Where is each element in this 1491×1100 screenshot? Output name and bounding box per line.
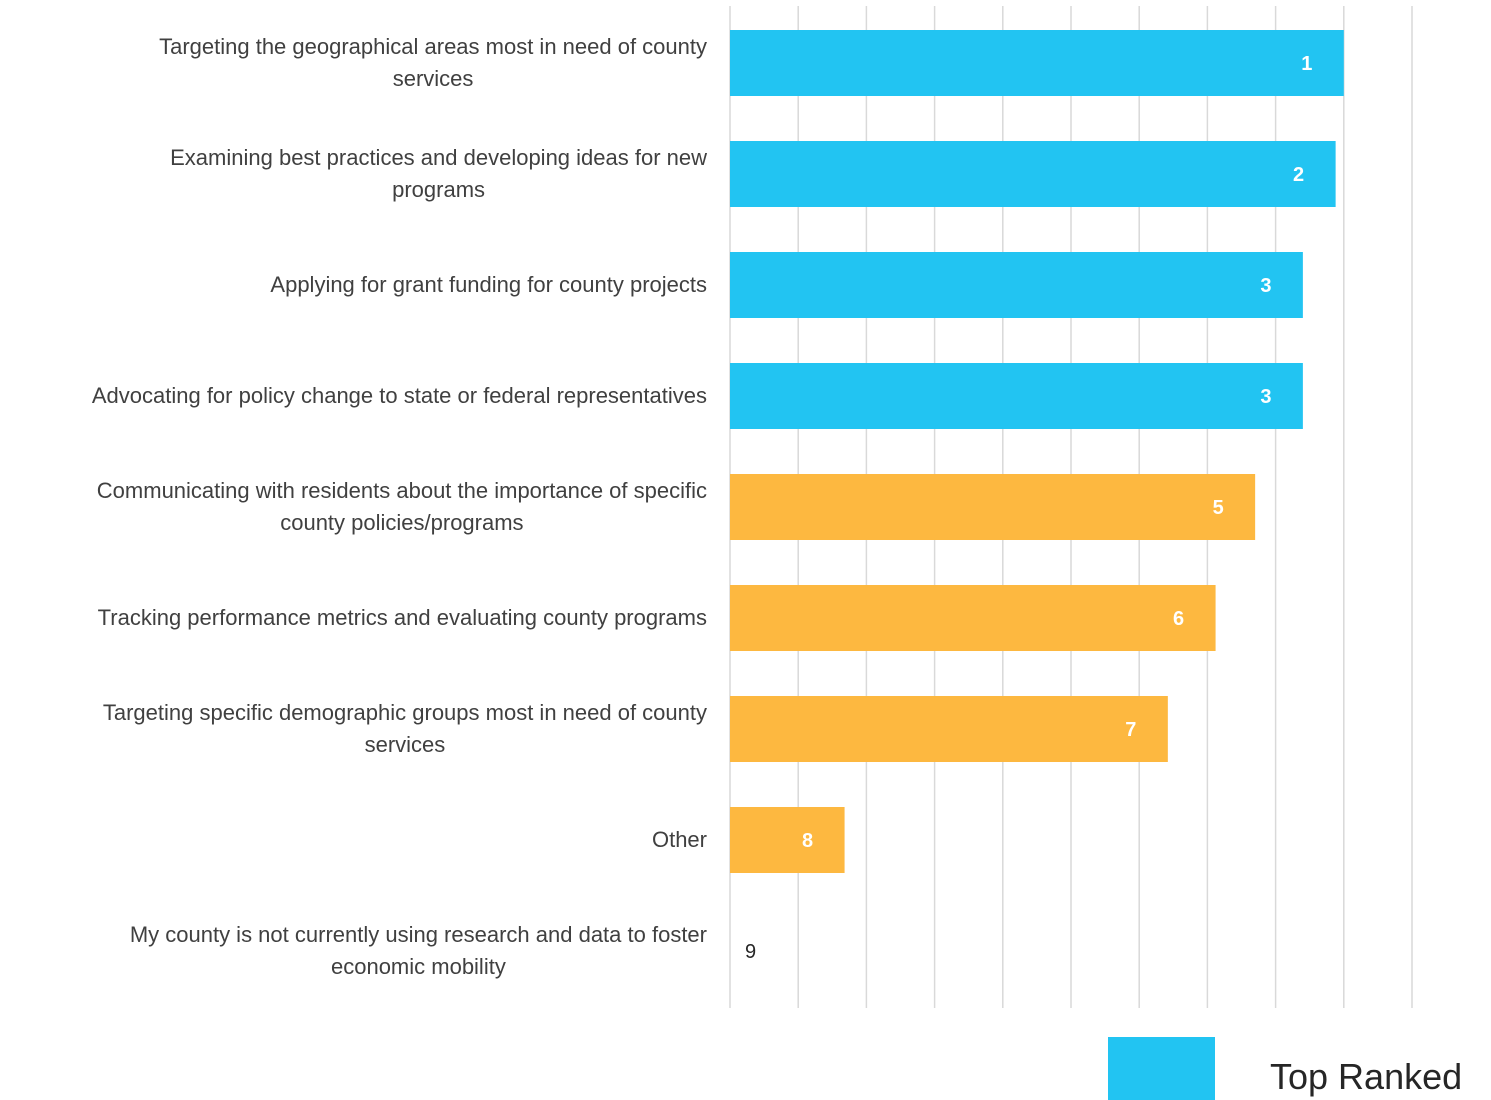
category-label-2-line-2: programs — [392, 177, 485, 202]
bar-2 — [730, 141, 1336, 207]
data-label-3: 3 — [1260, 275, 1271, 297]
category-label-1-line-1: Targeting the geographical areas most in… — [159, 34, 707, 59]
category-label-6: Tracking performance metrics and evaluat… — [98, 605, 707, 630]
data-label-4: 3 — [1260, 386, 1271, 408]
legend-label-top-ranked: Top Ranked — [1270, 1056, 1462, 1097]
category-label-8-line-1: Other — [652, 827, 707, 852]
bar-3 — [730, 252, 1303, 318]
category-label-2-line-1: Examining best practices and developing … — [170, 145, 707, 170]
data-label-8: 8 — [802, 830, 813, 852]
data-label-2: 2 — [1293, 164, 1304, 186]
category-label-1-line-2: services — [393, 66, 474, 91]
category-label-9-line-1: My county is not currently using researc… — [130, 922, 707, 947]
category-label-4: Advocating for policy change to state or… — [92, 383, 707, 408]
category-label-8: Other — [652, 827, 707, 852]
legend: Top Ranked — [1108, 1037, 1462, 1100]
category-label-6-line-1: Tracking performance metrics and evaluat… — [98, 605, 707, 630]
data-label-6: 6 — [1173, 608, 1184, 630]
category-label-9: My county is not currently using researc… — [130, 922, 707, 979]
bar-4 — [730, 363, 1303, 429]
legend-swatch-top-ranked — [1108, 1037, 1215, 1100]
category-label-5-line-1: Communicating with residents about the i… — [97, 478, 707, 503]
data-label-5: 5 — [1213, 497, 1224, 519]
category-label-7: Targeting specific demographic groups mo… — [103, 700, 707, 757]
category-label-7-line-1: Targeting specific demographic groups mo… — [103, 700, 707, 725]
bar-7 — [730, 696, 1168, 762]
category-label-3: Applying for grant funding for county pr… — [270, 272, 707, 297]
data-label-1: 1 — [1301, 53, 1312, 75]
category-label-9-line-2: economic mobility — [331, 954, 506, 979]
category-labels: Targeting the geographical areas most in… — [92, 34, 707, 979]
category-label-4-line-1: Advocating for policy change to state or… — [92, 383, 707, 408]
category-label-3-line-1: Applying for grant funding for county pr… — [270, 272, 707, 297]
data-label-9: 9 — [745, 941, 756, 963]
data-label-7: 7 — [1125, 719, 1136, 741]
bar-1 — [730, 30, 1344, 96]
bar-5 — [730, 474, 1256, 540]
category-label-5: Communicating with residents about the i… — [97, 478, 707, 535]
bars: 1 2 3 3 5 6 7 8 9 — [730, 30, 1344, 963]
category-label-1: Targeting the geographical areas most in… — [159, 34, 707, 91]
bar-6 — [730, 585, 1216, 651]
bar-8 — [730, 807, 845, 873]
category-label-2: Examining best practices and developing … — [170, 145, 707, 202]
category-label-5-line-2: county policies/programs — [280, 510, 523, 535]
category-label-7-line-2: services — [365, 732, 446, 757]
